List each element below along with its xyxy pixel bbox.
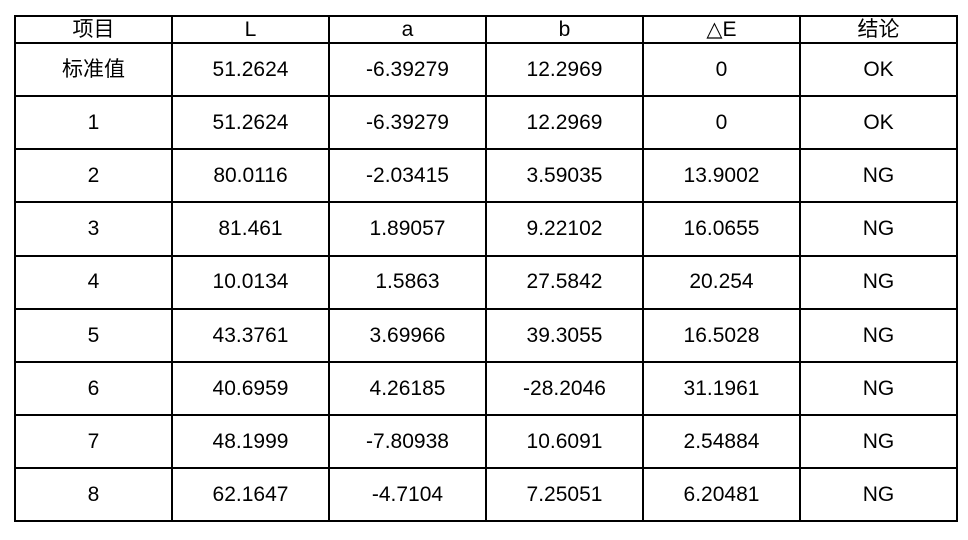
table-row: 1 51.2624 -6.39279 12.2969 0 OK bbox=[14, 95, 958, 151]
table-cell: NG bbox=[799, 360, 958, 416]
column-header-l: L bbox=[171, 14, 330, 45]
table-cell: 31.1961 bbox=[642, 360, 801, 416]
table-cell: 3.69966 bbox=[328, 307, 487, 363]
column-header-conclusion: 结论 bbox=[799, 14, 958, 45]
table-cell: 2 bbox=[14, 148, 173, 204]
table-cell: 48.1999 bbox=[171, 413, 330, 469]
table-cell: 40.6959 bbox=[171, 360, 330, 416]
table-cell: -28.2046 bbox=[485, 360, 644, 416]
table-cell: -7.80938 bbox=[328, 413, 487, 469]
table-row: 7 48.1999 -7.80938 10.6091 2.54884 NG bbox=[14, 413, 958, 469]
table-row: 8 62.1647 -4.7104 7.25051 6.20481 NG bbox=[14, 466, 958, 523]
table-header: 项目 L a b △E 结论 bbox=[14, 14, 958, 45]
table-cell: 1 bbox=[14, 95, 173, 151]
table-cell: 10.6091 bbox=[485, 413, 644, 469]
table-cell: 2.54884 bbox=[642, 413, 801, 469]
table-cell: 16.0655 bbox=[642, 201, 801, 257]
table-cell: NG bbox=[799, 148, 958, 204]
table-cell: 3.59035 bbox=[485, 148, 644, 204]
table-body: 标准值 51.2624 -6.39279 12.2969 0 OK 1 51.2624 -6.3… bbox=[14, 42, 958, 523]
table-cell: 43.3761 bbox=[171, 307, 330, 363]
table-cell: 51.2624 bbox=[171, 95, 330, 151]
table-cell: 0 bbox=[642, 42, 801, 98]
column-header-delta-e: △E bbox=[642, 14, 801, 45]
table-row: 3 81.461 1.89057 9.22102 16.0655 NG bbox=[14, 201, 958, 257]
table-cell: OK bbox=[799, 95, 958, 151]
table-cell: NG bbox=[799, 413, 958, 469]
table-cell: 4.26185 bbox=[328, 360, 487, 416]
table-cell: NG bbox=[799, 307, 958, 363]
table-cell: NG bbox=[799, 201, 958, 257]
table-cell: 27.5842 bbox=[485, 254, 644, 310]
table-row: 标准值 51.2624 -6.39279 12.2969 0 OK bbox=[14, 42, 958, 98]
table-cell: 6.20481 bbox=[642, 466, 801, 523]
table-cell: 39.3055 bbox=[485, 307, 644, 363]
table-cell: 12.2969 bbox=[485, 42, 644, 98]
table-cell: 62.1647 bbox=[171, 466, 330, 523]
table-cell: -6.39279 bbox=[328, 42, 487, 98]
column-header-a: a bbox=[328, 14, 487, 45]
table-cell: 5 bbox=[14, 307, 173, 363]
table-cell: -4.7104 bbox=[328, 466, 487, 523]
table-cell: 13.9002 bbox=[642, 148, 801, 204]
table-header-row: 项目 L a b △E 结论 bbox=[14, 14, 958, 45]
table-cell: NG bbox=[799, 254, 958, 310]
table-cell: 标准值 bbox=[14, 42, 173, 98]
table-row: 2 80.0116 -2.03415 3.59035 13.9002 NG bbox=[14, 148, 958, 204]
column-header-b: b bbox=[485, 14, 644, 45]
table-cell: 16.5028 bbox=[642, 307, 801, 363]
table-cell: 12.2969 bbox=[485, 95, 644, 151]
table-container: 项目 L a b △E 结论 标准值 51.2624 -6.39279 12.2969… bbox=[14, 14, 958, 523]
table-cell: 4 bbox=[14, 254, 173, 310]
table-cell: 10.0134 bbox=[171, 254, 330, 310]
table-row: 5 43.3761 3.69966 39.3055 16.5028 NG bbox=[14, 307, 958, 363]
table-cell: 7.25051 bbox=[485, 466, 644, 523]
table-cell: 81.461 bbox=[171, 201, 330, 257]
table-row: 4 10.0134 1.5863 27.5842 20.254 NG bbox=[14, 254, 958, 310]
table-cell: 3 bbox=[14, 201, 173, 257]
table-cell: 0 bbox=[642, 95, 801, 151]
column-header-item: 项目 bbox=[14, 14, 173, 45]
table-cell: OK bbox=[799, 42, 958, 98]
table-cell: 6 bbox=[14, 360, 173, 416]
table-cell: -2.03415 bbox=[328, 148, 487, 204]
table-cell: 20.254 bbox=[642, 254, 801, 310]
table-cell: 80.0116 bbox=[171, 148, 330, 204]
table-cell: NG bbox=[799, 466, 958, 523]
table-cell: 8 bbox=[14, 466, 173, 523]
table-cell: 9.22102 bbox=[485, 201, 644, 257]
table-row: 6 40.6959 4.26185 -28.2046 31.1961 NG bbox=[14, 360, 958, 416]
table-cell: 7 bbox=[14, 413, 173, 469]
table-cell: 1.5863 bbox=[328, 254, 487, 310]
table-cell: -6.39279 bbox=[328, 95, 487, 151]
table-cell: 51.2624 bbox=[171, 42, 330, 98]
table-cell: 1.89057 bbox=[328, 201, 487, 257]
color-measurement-table: 项目 L a b △E 结论 标准值 51.2624 -6.39279 12.2969… bbox=[14, 14, 958, 523]
